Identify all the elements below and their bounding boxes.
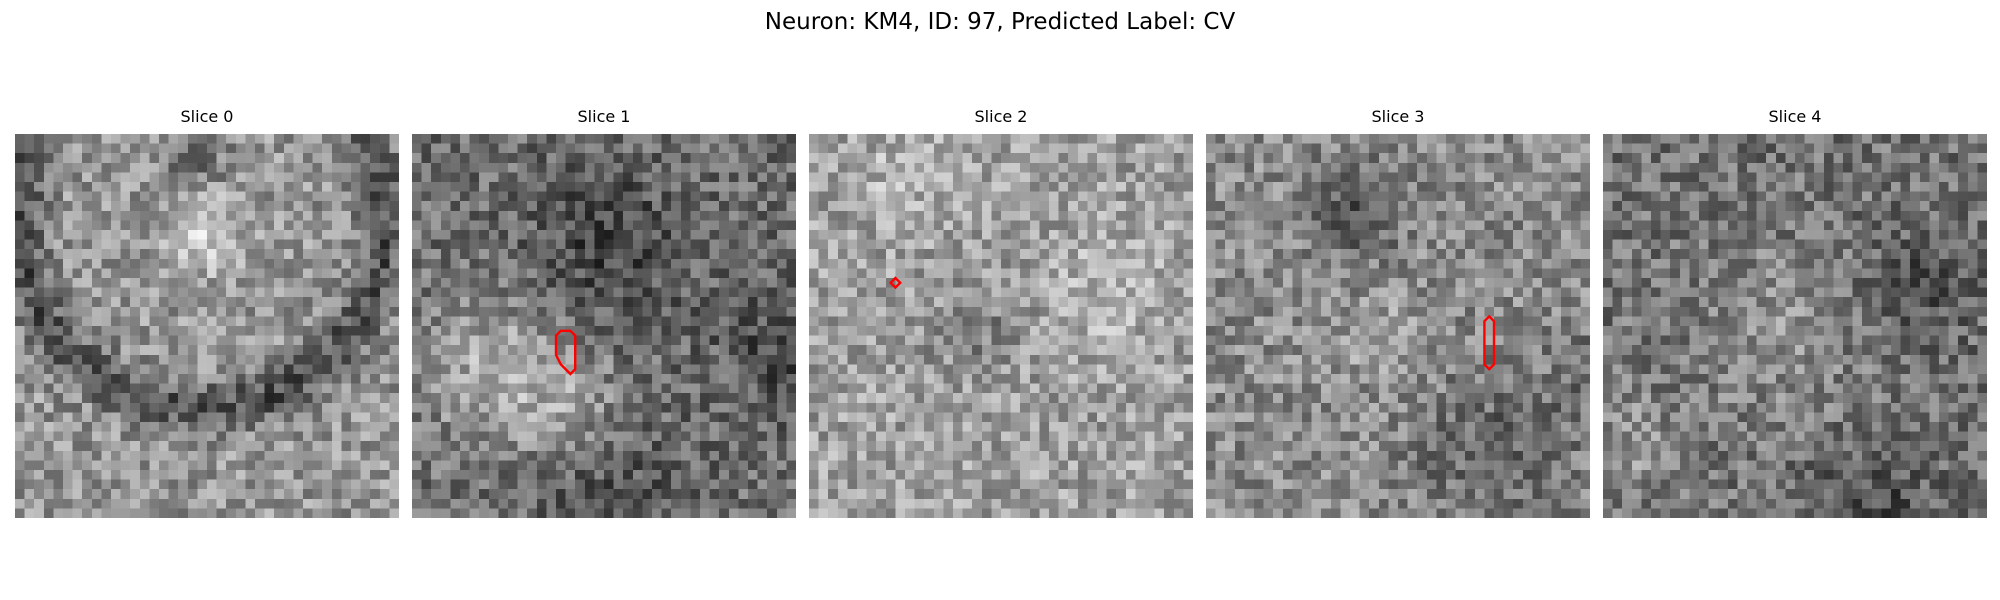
pixel-grid — [1206, 134, 1590, 518]
slice-panel-2: Slice 2 — [809, 105, 1193, 518]
slice-panel-3: Slice 3 — [1206, 105, 1590, 518]
slice-image-0 — [15, 134, 399, 518]
roi-outline — [888, 276, 902, 290]
slice-image-1 — [412, 134, 796, 518]
slice-title: Slice 3 — [1371, 107, 1425, 126]
slice-image-2 — [809, 134, 1193, 518]
roi-outline — [554, 329, 577, 376]
pixel-grid — [412, 134, 796, 518]
pixel-grid — [809, 134, 1193, 518]
figure-title: Neuron: KM4, ID: 97, Predicted Label: CV — [764, 9, 1236, 35]
slice-panel-4: Slice 4 — [1603, 105, 1987, 518]
pixel-grid — [1603, 134, 1987, 518]
slice-panel-1: Slice 1 — [412, 105, 796, 518]
slice-title: Slice 0 — [180, 107, 234, 126]
pixel-grid — [15, 134, 399, 518]
slice-title: Slice 2 — [974, 107, 1028, 126]
slice-image-4 — [1603, 134, 1987, 518]
slice-image-3 — [1206, 134, 1590, 518]
slice-title: Slice 4 — [1768, 107, 1822, 126]
slice-title: Slice 1 — [577, 107, 631, 126]
roi-outline — [1483, 314, 1496, 371]
slice-panel-0: Slice 0 — [15, 105, 399, 518]
